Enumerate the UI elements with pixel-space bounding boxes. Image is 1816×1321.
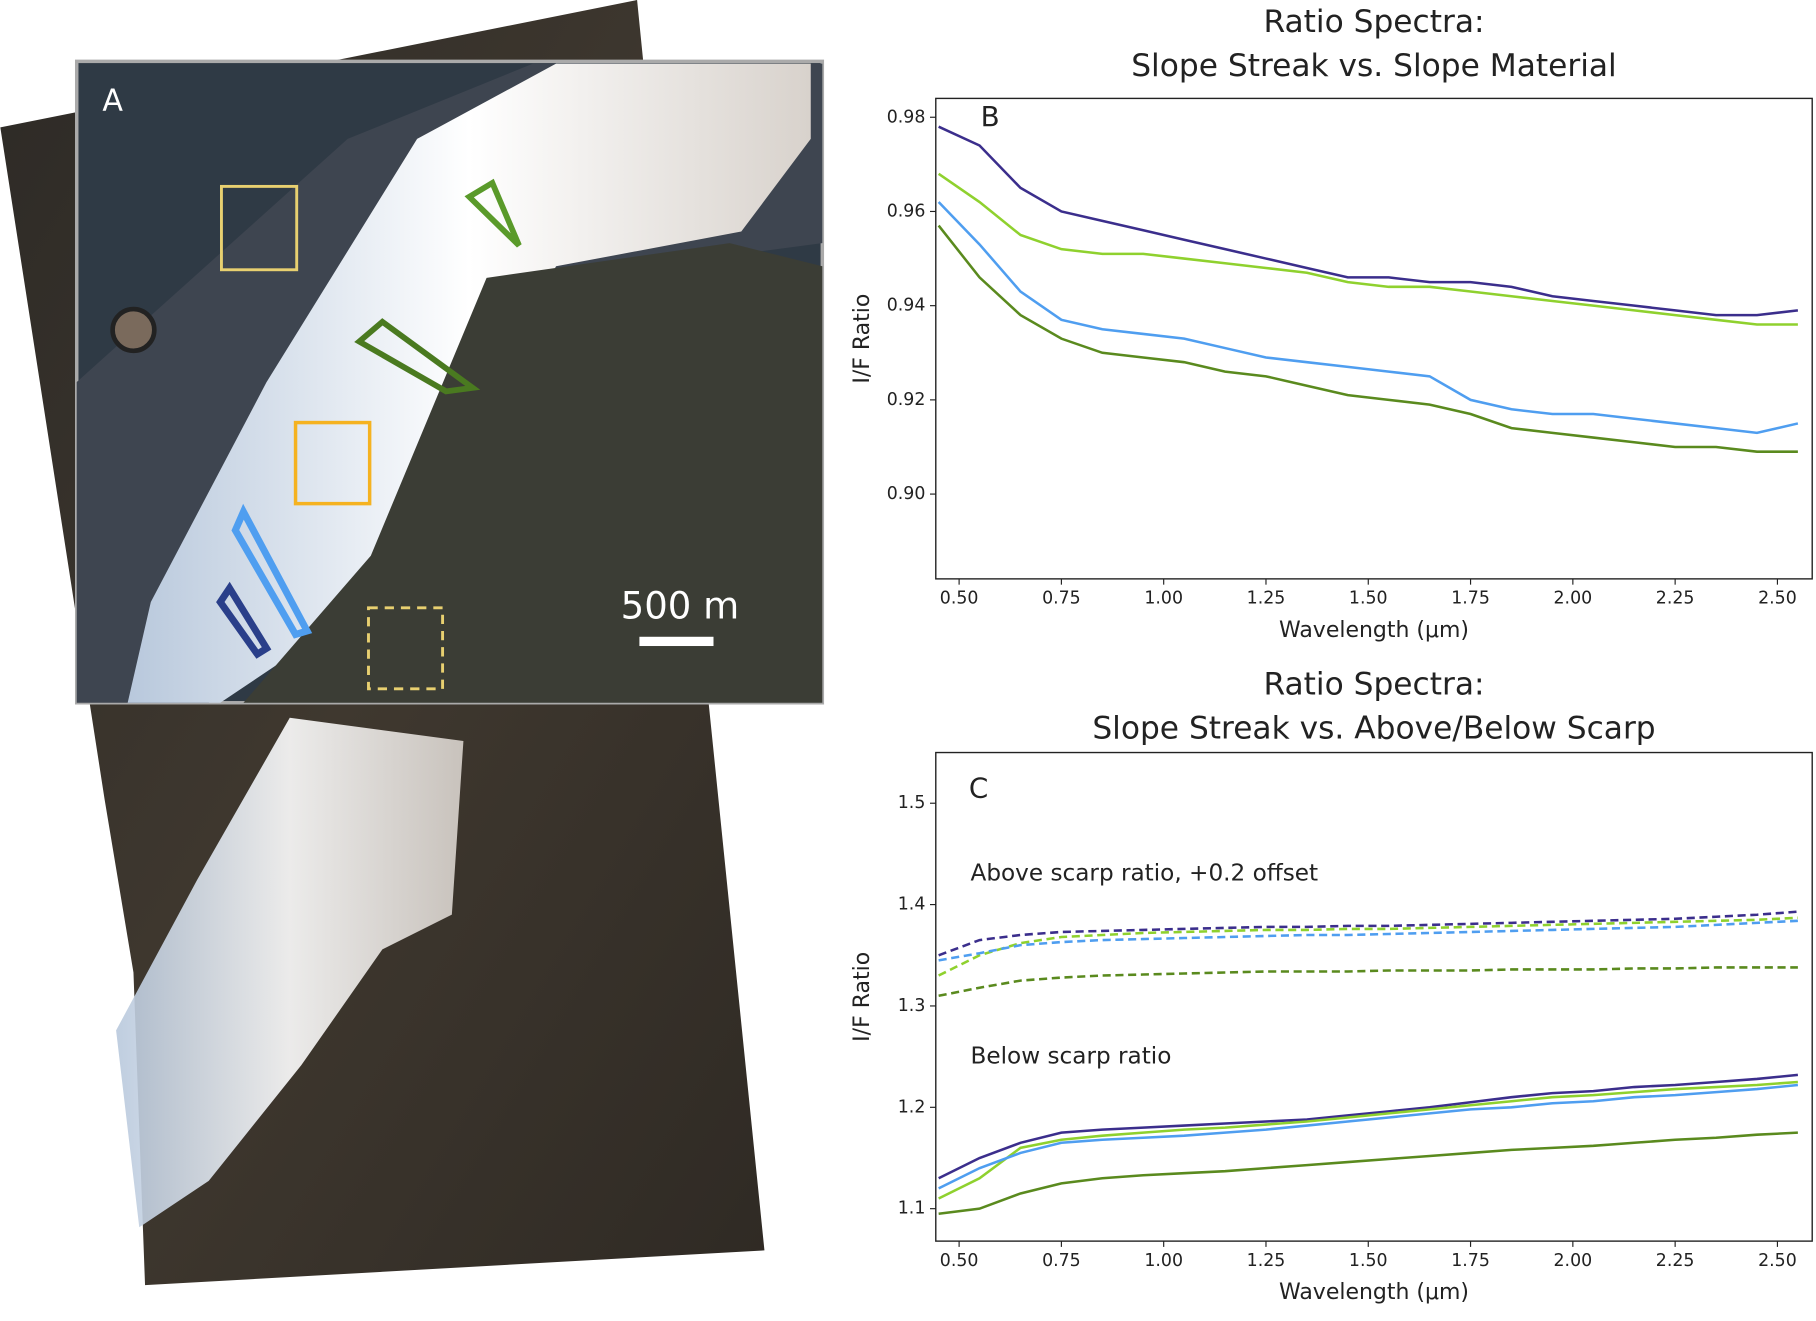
series-line <box>937 224 1798 453</box>
x-tick-label: 1.50 <box>1349 589 1388 609</box>
series-line <box>938 919 1798 962</box>
scale-label: 500 m <box>621 584 740 627</box>
y-tick-label: 0.94 <box>887 296 926 316</box>
annotation: Below scarp ratio <box>971 1044 1172 1070</box>
chart-title: Slope Streak vs. Above/Below Scarp <box>1092 710 1655 746</box>
x-tick-label: 1.00 <box>1144 589 1183 609</box>
inset-ground <box>243 243 823 703</box>
y-tick-label: 0.98 <box>887 107 926 127</box>
y-tick-label: 0.90 <box>887 484 926 504</box>
scale-bar <box>639 636 714 647</box>
x-axis-label: Wavelength (μm) <box>1279 618 1469 643</box>
x-tick-label: 0.50 <box>940 589 979 609</box>
x-tick-label: 2.25 <box>1656 1251 1695 1271</box>
x-tick-label: 2.50 <box>1758 589 1797 609</box>
roi-outline <box>216 581 272 659</box>
y-tick-label: 1.3 <box>898 996 926 1016</box>
y-tick-label: 1.2 <box>898 1097 926 1117</box>
series-line <box>938 1080 1798 1200</box>
roi-outline <box>231 503 313 639</box>
y-tick-label: 1.5 <box>898 793 926 813</box>
annotation: Above scarp ratio, +0.2 offset <box>971 861 1319 887</box>
x-tick-label: 1.25 <box>1247 1251 1286 1271</box>
x-tick-label: 2.00 <box>1554 589 1593 609</box>
series-line <box>937 172 1798 326</box>
roi-outline <box>354 318 481 395</box>
plot-area <box>935 751 1813 1242</box>
x-tick-label: 1.25 <box>1247 589 1286 609</box>
x-tick-label: 1.00 <box>1144 1251 1183 1271</box>
x-tick-label: 2.25 <box>1656 589 1695 609</box>
chart-title: Slope Streak vs. Slope Material <box>1131 48 1617 84</box>
series-line <box>938 916 1798 977</box>
y-tick-label: 0.96 <box>887 201 926 221</box>
roi-box <box>367 606 445 691</box>
series-line <box>938 1073 1799 1180</box>
x-tick-label: 2.50 <box>1758 1251 1797 1271</box>
inset-image: A 500 m <box>74 59 825 705</box>
crater <box>110 306 157 354</box>
y-axis-label: I/F Ratio <box>850 952 875 1042</box>
panel-label: B <box>981 100 1000 133</box>
x-tick-label: 1.75 <box>1451 589 1490 609</box>
chart-title: Ratio Spectra: <box>1263 4 1484 40</box>
series-line <box>937 201 1799 435</box>
chart-title: Ratio Spectra: <box>1263 666 1484 702</box>
y-tick-label: 0.92 <box>887 390 926 410</box>
image-streak <box>116 717 464 1228</box>
y-tick-label: 1.4 <box>898 895 926 915</box>
x-tick-label: 1.75 <box>1451 1251 1490 1271</box>
series-line <box>938 1083 1799 1190</box>
x-tick-label: 0.50 <box>940 1251 979 1271</box>
panel-label: A <box>102 83 123 118</box>
y-axis-label: I/F Ratio <box>850 294 875 384</box>
x-tick-label: 0.75 <box>1042 1251 1081 1271</box>
series-line <box>938 966 1798 998</box>
plot-area <box>935 97 1813 580</box>
x-tick-label: 0.75 <box>1042 589 1081 609</box>
x-tick-label: 2.00 <box>1554 1251 1593 1271</box>
roi-outline <box>464 178 522 248</box>
roi-box <box>220 184 299 272</box>
x-axis-label: Wavelength (μm) <box>1279 1280 1469 1305</box>
panel-label: C <box>969 772 988 805</box>
roi-box <box>293 420 372 506</box>
series-line <box>938 1131 1798 1216</box>
y-tick-label: 1.1 <box>898 1199 926 1219</box>
series-line <box>938 910 1798 957</box>
series-line <box>938 125 1799 317</box>
x-tick-label: 1.50 <box>1349 1251 1388 1271</box>
